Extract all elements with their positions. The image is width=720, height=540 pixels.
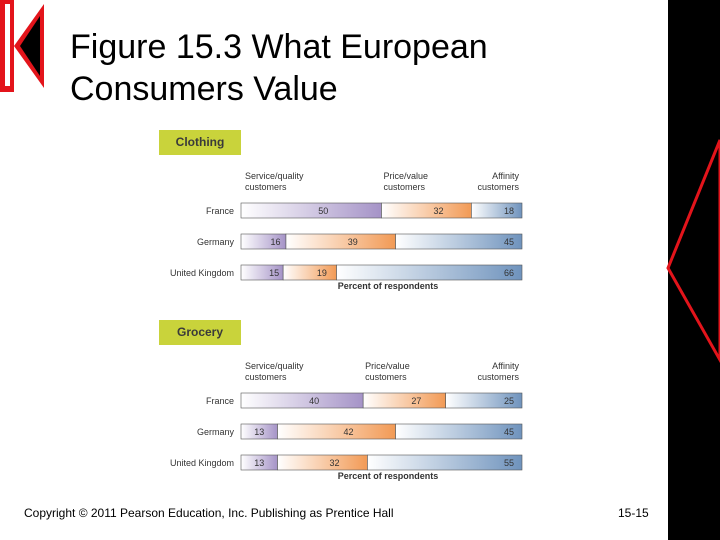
grocery-value-france-affinity: 25	[504, 396, 514, 406]
clothing-bar-germany-price-value	[285, 233, 396, 250]
grocery-category-germany: Germany	[197, 427, 235, 437]
clothing-bar-france-price-value	[381, 202, 472, 219]
grocery-value-united-kingdom-service-quality: 13	[254, 458, 264, 468]
grocery-category-united-kingdom: United Kingdom	[170, 458, 234, 468]
grocery-bar-united-kingdom-price-value	[277, 454, 368, 471]
grocery-category-france: France	[206, 396, 234, 406]
clothing-category-france: France	[206, 206, 234, 216]
clothing-legend-affinity-line1: Affinity	[492, 171, 519, 181]
clothing-legend-affinity-line2: customers	[477, 182, 519, 192]
clothing-legend-service-quality-line1: Service/quality	[245, 171, 304, 181]
clothing-legend-service-quality-line2: customers	[245, 182, 287, 192]
clothing-value-france-affinity: 18	[504, 206, 514, 216]
clothing-value-germany-service-quality: 16	[270, 237, 280, 247]
grocery-value-france-price-value: 27	[411, 396, 421, 406]
grocery-bar-united-kingdom-affinity	[367, 454, 523, 471]
clothing-value-united-kingdom-affinity: 66	[504, 268, 514, 278]
clothing-bar-france-affinity	[471, 202, 523, 219]
clothing-bar-united-kingdom-price-value	[282, 264, 337, 281]
clothing-value-united-kingdom-price-value: 19	[317, 268, 327, 278]
grocery-legend-service-quality-line2: customers	[245, 372, 287, 382]
grocery-bar-france-price-value	[362, 392, 446, 409]
copyright-footer: Copyright © 2011 Pearson Education, Inc.…	[24, 506, 394, 520]
clothing-legend-price-value-line2: customers	[384, 182, 426, 192]
grocery-value-germany-affinity: 45	[504, 427, 514, 437]
clothing-x-axis-label: Percent of respondents	[338, 281, 439, 291]
clothing-bar-germany-affinity	[395, 233, 523, 250]
grocery-bar-germany-affinity	[395, 423, 523, 440]
clothing-value-germany-price-value: 39	[348, 237, 358, 247]
clothing-legend-price-value-line1: Price/value	[384, 171, 429, 181]
clothing-value-france-service-quality: 50	[318, 206, 328, 216]
grocery-legend-price-value-line1: Price/value	[365, 361, 410, 371]
grocery-panel-header	[159, 320, 241, 345]
clothing-value-germany-affinity: 45	[504, 237, 514, 247]
clothing-panel-title: Clothing	[176, 135, 225, 149]
grocery-legend-affinity-line1: Affinity	[492, 361, 519, 371]
clothing-bar-france-service-quality	[240, 202, 382, 219]
grocery-x-axis-label: Percent of respondents	[338, 471, 439, 481]
grocery-legend-price-value-line2: customers	[365, 372, 407, 382]
grocery-value-united-kingdom-affinity: 55	[504, 458, 514, 468]
grocery-legend-service-quality-line1: Service/quality	[245, 361, 304, 371]
grocery-panel-title: Grocery	[177, 325, 223, 339]
grocery-value-germany-price-value: 42	[344, 427, 354, 437]
grocery-bar-france-service-quality	[240, 392, 364, 409]
clothing-value-france-price-value: 32	[433, 206, 443, 216]
grocery-value-france-service-quality: 40	[309, 396, 319, 406]
publisher-logo	[0, 0, 44, 92]
title-line-2: Consumers Value	[70, 70, 338, 108]
clothing-category-united-kingdom: United Kingdom	[170, 268, 234, 278]
title-line-1: Figure 15.3 What European	[70, 28, 488, 66]
clothing-category-germany: Germany	[197, 237, 235, 247]
clothing-bar-united-kingdom-affinity	[336, 264, 523, 281]
grocery-value-germany-service-quality: 13	[254, 427, 264, 437]
grocery-bar-france-affinity	[445, 392, 523, 409]
clothing-panel-header	[159, 130, 241, 155]
slide-number: 15-15	[618, 506, 649, 520]
slide-title: Figure 15.3 What European Consumers Valu…	[70, 26, 630, 110]
clothing-value-united-kingdom-service-quality: 15	[269, 268, 279, 278]
logo-white-slit	[5, 4, 10, 86]
grocery-legend-affinity-line2: customers	[477, 372, 519, 382]
grocery-value-united-kingdom-price-value: 32	[329, 458, 339, 468]
logo-black-chevron	[20, 16, 40, 76]
grocery-bar-germany-price-value	[277, 423, 396, 440]
